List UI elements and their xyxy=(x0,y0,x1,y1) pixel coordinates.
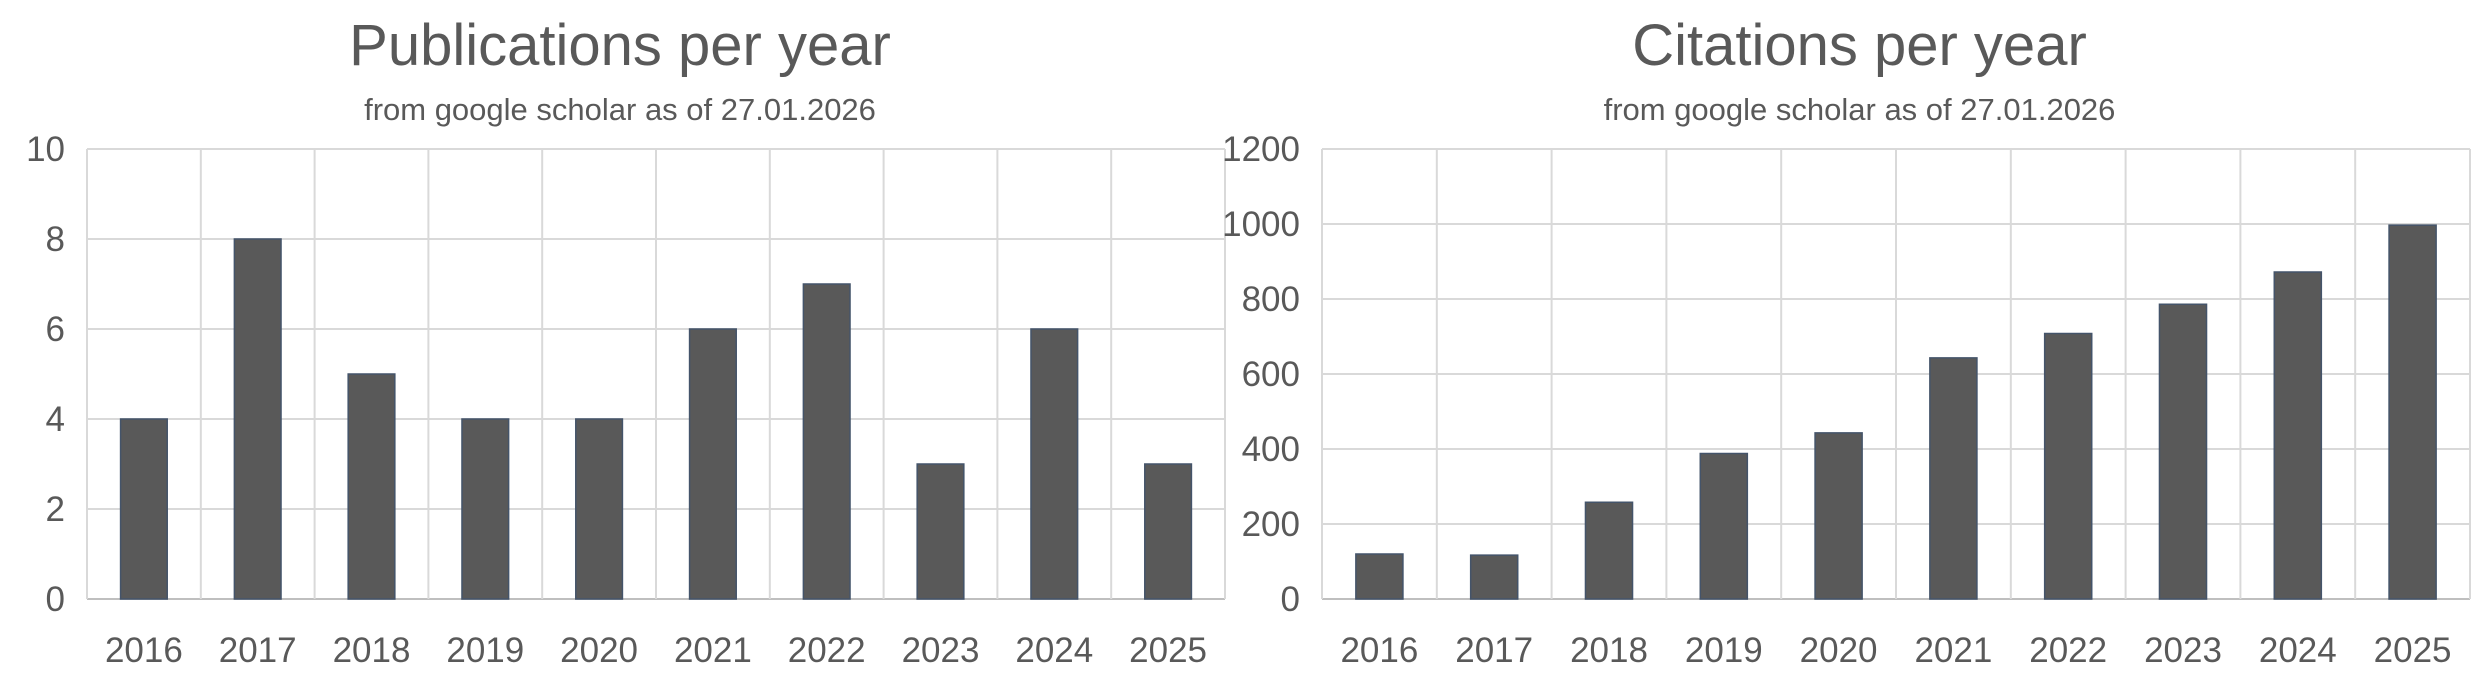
x-tick-label: 2016 xyxy=(1340,631,1418,670)
bar xyxy=(916,463,965,600)
bar xyxy=(2043,332,2093,600)
x-tick-label: 2022 xyxy=(788,631,866,670)
x-tick-label: 2025 xyxy=(2374,631,2452,670)
x-tick-label: 2020 xyxy=(1800,631,1878,670)
x-tick-label: 2016 xyxy=(105,631,183,670)
publications-plot: 0 2 4 6 8 10 2016 2017 2018 2019 2020 2021 2022 2023 2… xyxy=(26,130,1226,670)
x-tick-label: 2024 xyxy=(1015,631,1093,670)
bar xyxy=(1929,357,1978,600)
bar xyxy=(1469,554,1519,600)
x-tick-label: 2021 xyxy=(1914,631,1992,670)
bar xyxy=(1144,463,1193,600)
x-tick-label: 2023 xyxy=(902,631,980,670)
chart-subtitle: from google scholar as of 27.01.2026 xyxy=(1603,92,2116,127)
citations-chart: Citations per year from google scholar a… xyxy=(1222,0,2479,683)
y-tick-label: 2 xyxy=(46,490,65,529)
y-tick-label: 10 xyxy=(26,130,65,169)
chart-subtitle: from google scholar as of 27.01.2026 xyxy=(364,92,876,127)
y-tick-label: 0 xyxy=(1281,580,1300,619)
bar xyxy=(233,238,282,600)
publications-chart: Publications per year from google schola… xyxy=(26,13,1226,670)
bar xyxy=(2273,271,2323,600)
citations-plot: 0 200 400 600 800 1000 1200 2016 2017 2018 2019 202… xyxy=(1222,130,2471,670)
bar xyxy=(1584,501,1634,600)
bar xyxy=(1030,328,1079,600)
bar xyxy=(2158,303,2208,600)
x-tick-label: 2025 xyxy=(1129,631,1207,670)
y-tick-label: 0 xyxy=(46,580,65,619)
y-tick-label: 400 xyxy=(1242,430,1300,469)
bar xyxy=(1355,553,1404,600)
bar xyxy=(802,283,851,600)
bar xyxy=(1699,452,1749,600)
bar xyxy=(688,328,737,600)
bar xyxy=(2388,224,2437,600)
bar xyxy=(119,418,168,600)
x-tick-label: 2023 xyxy=(2144,631,2222,670)
x-tick-label: 2022 xyxy=(2029,631,2107,670)
bar xyxy=(347,373,396,600)
x-tick-label: 2018 xyxy=(333,631,411,670)
x-tick-label: 2019 xyxy=(446,631,524,670)
x-tick-label: 2018 xyxy=(1570,631,1648,670)
x-tick-label: 2024 xyxy=(2259,631,2337,670)
chart-title: Citations per year xyxy=(1632,13,2087,78)
y-tick-label: 1200 xyxy=(1222,130,1300,169)
y-tick-label: 4 xyxy=(46,400,65,439)
bar xyxy=(461,418,510,600)
y-tick-label: 600 xyxy=(1242,355,1300,394)
bar xyxy=(1814,432,1863,600)
y-tick-label: 200 xyxy=(1242,505,1300,544)
x-tick-label: 2017 xyxy=(219,631,297,670)
y-tick-label: 800 xyxy=(1242,280,1300,319)
x-tick-label: 2021 xyxy=(674,631,752,670)
chart-title: Publications per year xyxy=(349,13,891,78)
y-tick-label: 1000 xyxy=(1222,205,1300,244)
x-tick-label: 2017 xyxy=(1455,631,1533,670)
y-tick-label: 6 xyxy=(46,310,65,349)
x-tick-label: 2020 xyxy=(560,631,638,670)
bar xyxy=(575,418,624,600)
y-tick-label: 8 xyxy=(46,220,65,259)
x-tick-label: 2019 xyxy=(1685,631,1763,670)
